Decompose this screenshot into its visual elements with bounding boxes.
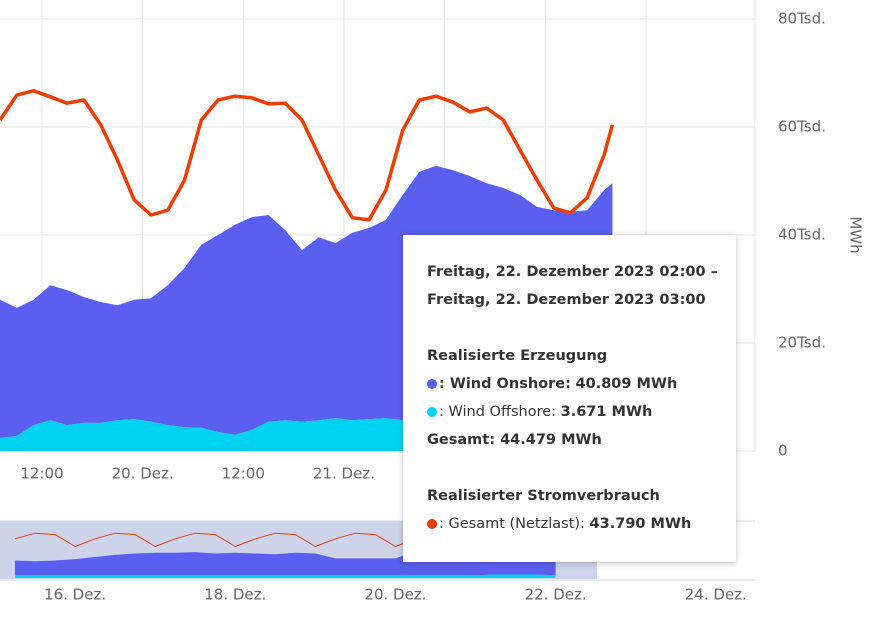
x-tick-label: 20. Dez. bbox=[364, 586, 426, 604]
series-value: 43.790 MWh bbox=[589, 516, 692, 532]
x-tick-label: 12:00 bbox=[222, 465, 265, 483]
area bbox=[15, 574, 556, 578]
tooltip-row: : Wind Onshore: 40.809 MWh bbox=[427, 370, 736, 398]
tooltip-group-title: Realisierter Stromverbrauch bbox=[427, 488, 660, 504]
tooltip-gap bbox=[427, 314, 736, 342]
line bbox=[0, 89, 615, 222]
tooltip-gap bbox=[427, 454, 736, 482]
series-label: : Gesamt (Netzlast): bbox=[439, 516, 585, 532]
legend-dot bbox=[427, 406, 437, 417]
x-tick-label: 16. Dez. bbox=[44, 586, 106, 604]
x-tick-label: 24. Dez. bbox=[685, 586, 747, 604]
legend-dot bbox=[427, 378, 437, 389]
x-tick-label: 20. Dez. bbox=[112, 465, 174, 483]
y-tick-label: 60Tsd. bbox=[778, 118, 826, 136]
tooltip-group-title: Realisierte Erzeugung bbox=[427, 348, 608, 364]
area bbox=[15, 541, 556, 576]
x-tick-label: 22. Dez. bbox=[525, 586, 587, 604]
tooltip-time: Freitag, 22. Dezember 2023 03:00 bbox=[427, 292, 706, 308]
series-label: : Wind Onshore: bbox=[439, 376, 571, 392]
tooltip-row: : Wind Offshore: 3.671 MWh bbox=[427, 398, 736, 426]
tooltip-time: Freitag, 22. Dezember 2023 02:00 – bbox=[427, 264, 718, 280]
tooltip-row: : Gesamt (Netzlast): 43.790 MWh bbox=[427, 510, 736, 538]
y-tick-label: 40Tsd. bbox=[778, 226, 826, 244]
total-label: Gesamt: bbox=[427, 432, 495, 448]
x-tick-label: 18. Dez. bbox=[204, 586, 266, 604]
x-tick-label: 12:00 bbox=[20, 465, 63, 483]
y-tick-label: 80Tsd. bbox=[778, 10, 826, 28]
total-value: 44.479 MWh bbox=[500, 432, 602, 448]
tooltip-total: Gesamt: 44.479 MWh bbox=[427, 426, 736, 454]
y-axis-title: MWh bbox=[847, 216, 865, 253]
series-value: 40.809 MWh bbox=[575, 376, 678, 392]
series-value: 3.671 MWh bbox=[560, 404, 653, 420]
legend-dot bbox=[427, 518, 437, 529]
y-tick-label: 20Tsd. bbox=[778, 334, 826, 352]
tooltip: Freitag, 22. Dezember 2023 02:00 – Freita… bbox=[403, 235, 736, 562]
y-tick-label: 0 bbox=[778, 442, 788, 460]
x-tick-label: 21. Dez. bbox=[313, 465, 375, 483]
series-label: : Wind Offshore: bbox=[439, 404, 557, 420]
